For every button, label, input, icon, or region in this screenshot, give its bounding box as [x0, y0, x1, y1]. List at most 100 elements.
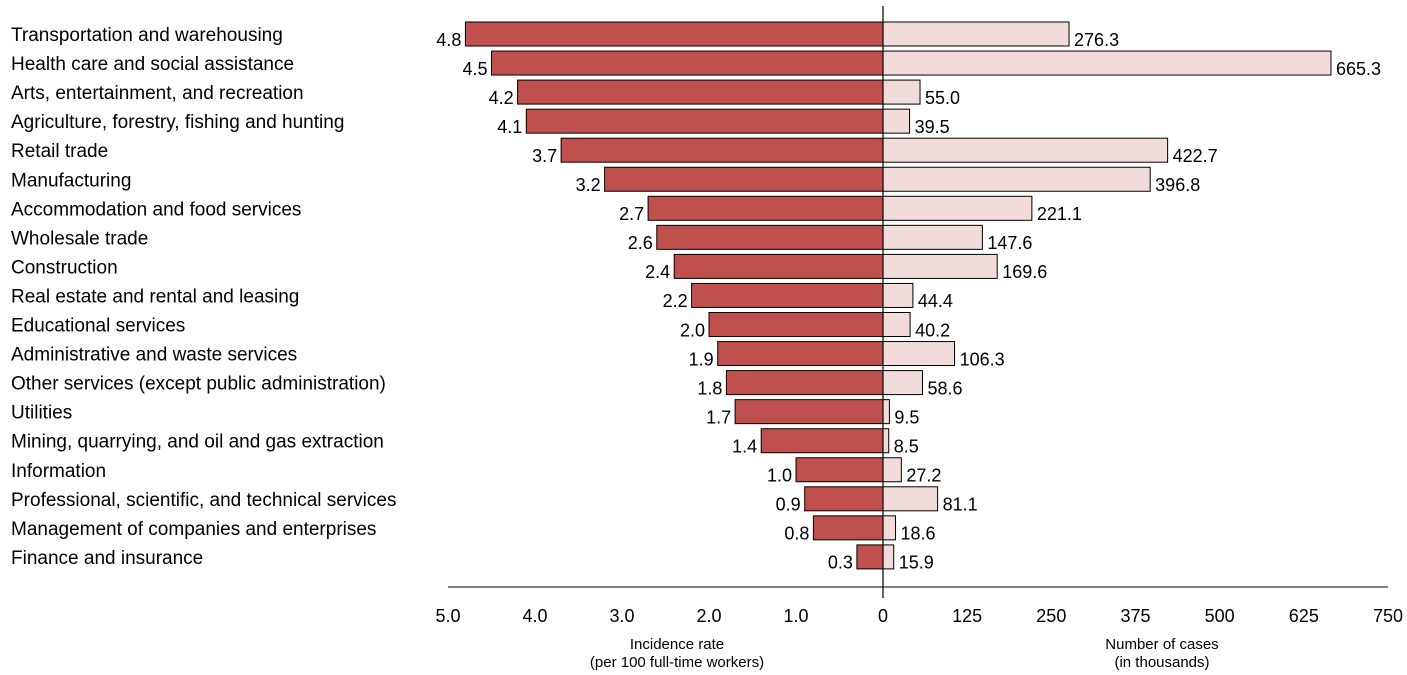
incidence-rate-bar: [604, 166, 884, 192]
incidence-rate-value-label: 1.7: [706, 407, 731, 427]
number-of-cases-value-label: 422.7: [1173, 146, 1218, 166]
number-of-cases-value-label: 58.6: [927, 378, 962, 398]
number-of-cases-bar: [882, 370, 923, 396]
number-of-cases-bars: [882, 21, 1332, 570]
incidence-rate-tick-label: 2.0: [696, 606, 721, 626]
incidence-rate-bar: [517, 79, 884, 105]
number-of-cases-bar: [882, 50, 1332, 76]
incidence-rate-bars: [464, 21, 884, 570]
number-of-cases-value-label: 55.0: [925, 88, 960, 108]
number-of-cases-bar: [882, 341, 956, 367]
incidence-rate-value-label: 1.0: [767, 466, 792, 486]
incidence-rate-bar: [491, 50, 884, 76]
number-of-cases-bar: [882, 428, 890, 454]
category-label: Management of companies and enterprises: [11, 519, 376, 540]
category-label: Administrative and waste services: [11, 345, 297, 366]
number-of-cases-value-label: 276.3: [1074, 30, 1119, 50]
incidence-rate-value-label: 2.4: [645, 262, 670, 282]
category-label: Construction: [11, 257, 118, 278]
incidence-rate-value-label: 2.7: [619, 204, 644, 224]
incidence-rate-bar: [760, 428, 884, 454]
number-of-cases-tick-label: 500: [1205, 606, 1235, 626]
incidence-rate-bar: [464, 21, 884, 47]
number-of-cases-bar: [882, 282, 914, 308]
number-of-cases-value-label: 396.8: [1155, 175, 1200, 195]
number-of-cases-value-label: 15.9: [899, 553, 934, 573]
incidence-rate-tick-label: 1.0: [783, 606, 808, 626]
category-label: Utilities: [11, 403, 72, 424]
category-label: Health care and social assistance: [11, 54, 294, 75]
number-of-cases-tick-label: 750: [1373, 606, 1403, 626]
incidence-rate-axis-title: Incidence rate(per 100 full-time workers…: [590, 636, 764, 671]
incidence-rate-value-label: 4.8: [436, 30, 461, 50]
number-of-cases-value-label: 27.2: [906, 466, 941, 486]
number-of-cases-bar: [882, 544, 895, 570]
number-of-cases-tick-label: 125: [952, 606, 982, 626]
category-label: Accommodation and food services: [11, 199, 301, 220]
incidence-rate-tick-labels: 5.0 4.0 3.0 2.0 1.0 0: [435, 606, 888, 626]
number-of-cases-value-label: 81.1: [943, 495, 978, 515]
axis-title-line: (in thousands): [1114, 654, 1209, 671]
incidence-rate-value-label: 3.7: [532, 146, 557, 166]
category-label: Manufacturing: [11, 170, 131, 191]
number-of-cases-bar: [882, 21, 1070, 47]
incidence-rate-bar: [656, 224, 884, 250]
number-of-cases-value-label: 169.6: [1002, 262, 1047, 282]
number-of-cases-value-label: 147.6: [987, 233, 1032, 253]
incidence-rate-bar: [560, 137, 884, 163]
category-label: Other services (except public administra…: [11, 374, 386, 395]
number-of-cases-value-label: 18.6: [901, 524, 936, 544]
number-of-cases-bar: [882, 312, 911, 337]
number-of-cases-tick-label: 625: [1289, 606, 1319, 626]
number-of-cases-tick-labels: 125 250 375 500 625 750: [952, 606, 1403, 626]
number-of-cases-value-label: 9.5: [894, 407, 919, 427]
category-label: Real estate and rental and leasing: [11, 286, 299, 307]
number-of-cases-axis-title: Number of cases(in thousands): [1105, 636, 1218, 671]
number-of-cases-bar: [882, 515, 897, 541]
incidence-rate-bar: [812, 515, 884, 541]
number-of-cases-bar: [882, 399, 890, 425]
category-label: Professional, scientific, and technical …: [11, 490, 396, 511]
incidence-rate-value-labels: 4.84.54.2 4.1 3.7 3.2 2.7 2.6 2.4 2.2 2.0 1.9 1.8 1…: [436, 30, 853, 573]
number-of-cases-bar: [882, 224, 983, 250]
number-of-cases-value-label: 44.4: [918, 291, 953, 311]
number-of-cases-bar: [882, 457, 902, 483]
incidence-rate-value-label: 1.9: [689, 349, 714, 369]
number-of-cases-bar: [882, 108, 911, 134]
incidence-rate-value-label: 2.2: [663, 291, 688, 311]
category-label: Information: [11, 461, 106, 482]
incidence-rate-value-label: 2.6: [628, 233, 653, 253]
incidence-rate-value-label: 1.4: [732, 436, 757, 456]
number-of-cases-bar: [882, 195, 1033, 221]
number-of-cases-tick-label: 375: [1120, 606, 1150, 626]
category-label: Retail trade: [11, 141, 108, 162]
incidence-rate-value-label: 0.3: [828, 553, 853, 573]
incidence-rate-value-label: 3.2: [576, 175, 601, 195]
incidence-rate-tick-label: 5.0: [435, 606, 460, 626]
incidence-rate-value-label: 4.1: [497, 117, 522, 137]
incidence-rate-bar: [856, 544, 884, 570]
incidence-rate-value-label: 4.5: [462, 59, 487, 79]
number-of-cases-bar: [882, 486, 939, 512]
number-of-cases-value-label: 106.3: [960, 349, 1005, 369]
incidence-rate-tick-label: 0: [878, 606, 888, 626]
incidence-rate-bar: [525, 108, 884, 134]
axis-title-line: (per 100 full-time workers): [590, 654, 764, 671]
number-of-cases-bar: [882, 253, 998, 279]
incidence-rate-value-label: 0.8: [784, 524, 809, 544]
incidence-rate-bar: [691, 282, 884, 308]
axis-title-line: Number of cases: [1105, 636, 1218, 653]
category-label: Educational services: [11, 316, 185, 337]
incidence-rate-bar: [804, 486, 884, 512]
number-of-cases-bar: [882, 166, 1151, 192]
category-label: Arts, entertainment, and recreation: [11, 83, 304, 104]
incidence-rate-bar: [734, 399, 884, 425]
axis-title-line: Incidence rate: [630, 636, 724, 653]
incidence-rate-value-label: 4.2: [489, 88, 514, 108]
category-label: Finance and insurance: [11, 548, 203, 569]
incidence-rate-bar: [673, 253, 884, 279]
incidence-rate-bar: [795, 457, 884, 483]
incidence-rate-bar: [708, 312, 884, 337]
